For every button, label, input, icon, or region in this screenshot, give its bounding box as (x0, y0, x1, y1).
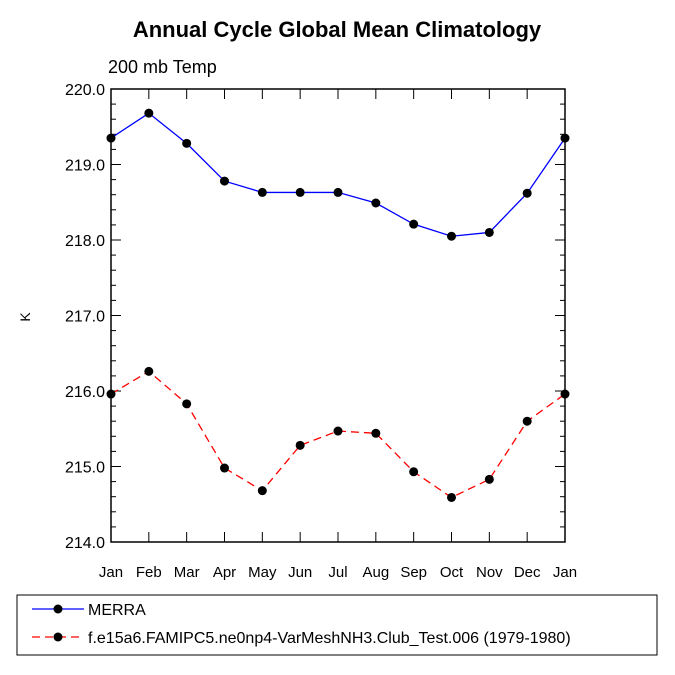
x-tick-label: May (248, 564, 277, 581)
series-1-point (522, 416, 532, 426)
series-0-point (333, 187, 343, 197)
y-tick-label: 220.0 (65, 82, 105, 99)
series-1-point (257, 486, 267, 496)
series-0-point (106, 133, 116, 143)
series-line-0 (110, 112, 566, 237)
series-1-point (295, 440, 305, 450)
series-0-point (409, 219, 419, 229)
series-0-point (447, 231, 456, 241)
plot-frame (110, 88, 566, 543)
x-tick-label: Dec (514, 564, 541, 581)
series-0-point (144, 108, 154, 118)
legend-box (16, 594, 658, 656)
x-tick-label: Aug (362, 564, 389, 581)
series-1-point (144, 366, 154, 376)
x-tick-label: Nov (476, 564, 503, 581)
series-0-point (295, 187, 305, 197)
series-0-point (522, 188, 532, 198)
plot-area: 214.0 215.0 216.0 217.0 218.0 219.0 220.0 Jan Fe… (65, 82, 577, 581)
series-1-point (409, 467, 419, 477)
legend: MERRA f.e15a6.FAMIPC5.ne0np4-VarMeshNH3.C… (16, 594, 658, 656)
y-tick-label: 219.0 (65, 158, 105, 175)
x-tick-label: Apr (213, 564, 236, 581)
series-1-point (220, 463, 229, 473)
y-tick-label: 215.0 (65, 460, 105, 477)
series-0-point (182, 138, 192, 148)
y-tick-label: 216.0 (65, 384, 105, 401)
series-0-point (484, 227, 494, 237)
y-tick-label: 218.0 (65, 233, 105, 250)
series-1-point (182, 399, 192, 409)
series-0-point (257, 187, 267, 197)
x-tick-label: Jan (99, 564, 123, 581)
series-1-point (371, 428, 381, 438)
series-0-point (560, 133, 570, 143)
x-tick-label: Jun (288, 564, 312, 581)
legend-marker-1 (53, 632, 63, 642)
series-1-point (560, 389, 570, 399)
chart-title: Annual Cycle Global Mean Climatology (133, 17, 542, 42)
x-tick-label: Sep (400, 564, 427, 581)
x-tick-label: Feb (136, 564, 162, 581)
x-tick-label: Mar (174, 564, 200, 581)
series-1-point (484, 474, 494, 484)
series-1-point (333, 426, 343, 436)
y-axis-label: K (17, 312, 33, 322)
legend-label-1: f.e15a6.FAMIPC5.ne0np4-VarMeshNH3.Club_T… (88, 630, 571, 647)
y-tick-label: 214.0 (65, 535, 105, 552)
x-tick-label: Oct (440, 564, 464, 581)
y-tick-label: 217.0 (65, 309, 105, 326)
series-1-point (447, 492, 456, 502)
legend-label-0: MERRA (88, 602, 146, 619)
chart-subtitle: 200 mb Temp (108, 57, 217, 77)
x-tick-label: Jul (328, 564, 347, 581)
x-tick-label: Jan (553, 564, 577, 581)
series-1-point (106, 389, 116, 399)
legend-marker-0 (53, 604, 63, 614)
series-0-point (371, 198, 381, 208)
series-0-point (220, 176, 229, 186)
